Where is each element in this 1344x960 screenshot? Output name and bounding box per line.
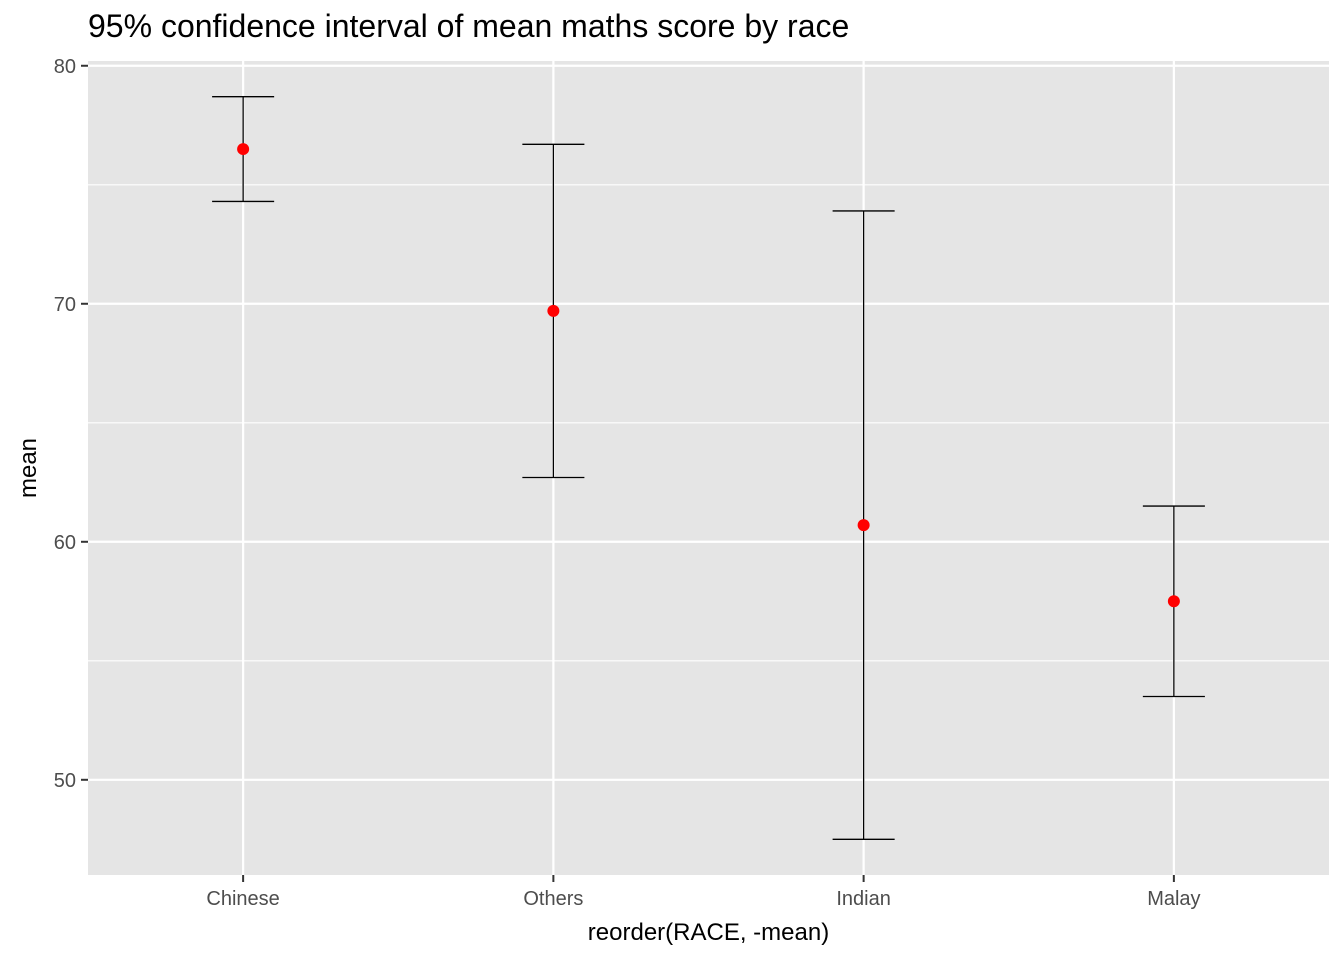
- mean-point: [1168, 595, 1180, 607]
- x-tick-label: Others: [523, 888, 583, 910]
- x-axis-title: reorder(RACE, -mean): [588, 919, 829, 946]
- y-tick-label: 60: [54, 532, 76, 554]
- x-tick-label: Malay: [1147, 888, 1200, 910]
- y-axis-title: mean: [15, 438, 42, 498]
- x-tick-label: Indian: [836, 888, 891, 910]
- mean-point: [858, 519, 870, 531]
- y-tick-label: 50: [54, 770, 76, 792]
- y-tick-label: 80: [54, 56, 76, 78]
- mean-point: [237, 143, 249, 155]
- mean-point: [547, 305, 559, 317]
- plot-panel: [88, 61, 1329, 875]
- y-tick-label: 70: [54, 294, 76, 316]
- x-tick-label: Chinese: [206, 888, 279, 910]
